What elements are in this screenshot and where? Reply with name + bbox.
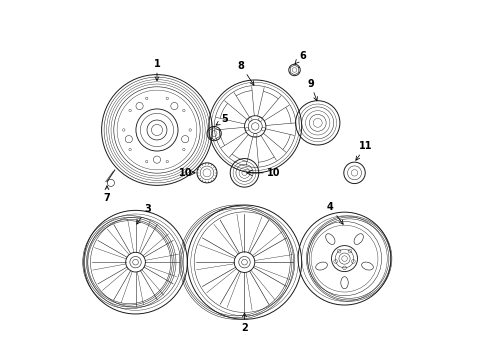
Text: 7: 7 [103, 186, 110, 203]
Text: 1: 1 [153, 59, 160, 81]
Text: 3: 3 [137, 203, 150, 224]
Text: 4: 4 [326, 202, 343, 224]
Text: 9: 9 [306, 78, 317, 101]
Text: 10: 10 [179, 168, 192, 178]
Text: 10: 10 [266, 168, 280, 178]
Text: 8: 8 [237, 61, 253, 85]
Text: 6: 6 [294, 51, 305, 64]
Text: 11: 11 [355, 141, 372, 160]
Text: 2: 2 [241, 313, 247, 333]
Text: 5: 5 [216, 114, 228, 125]
